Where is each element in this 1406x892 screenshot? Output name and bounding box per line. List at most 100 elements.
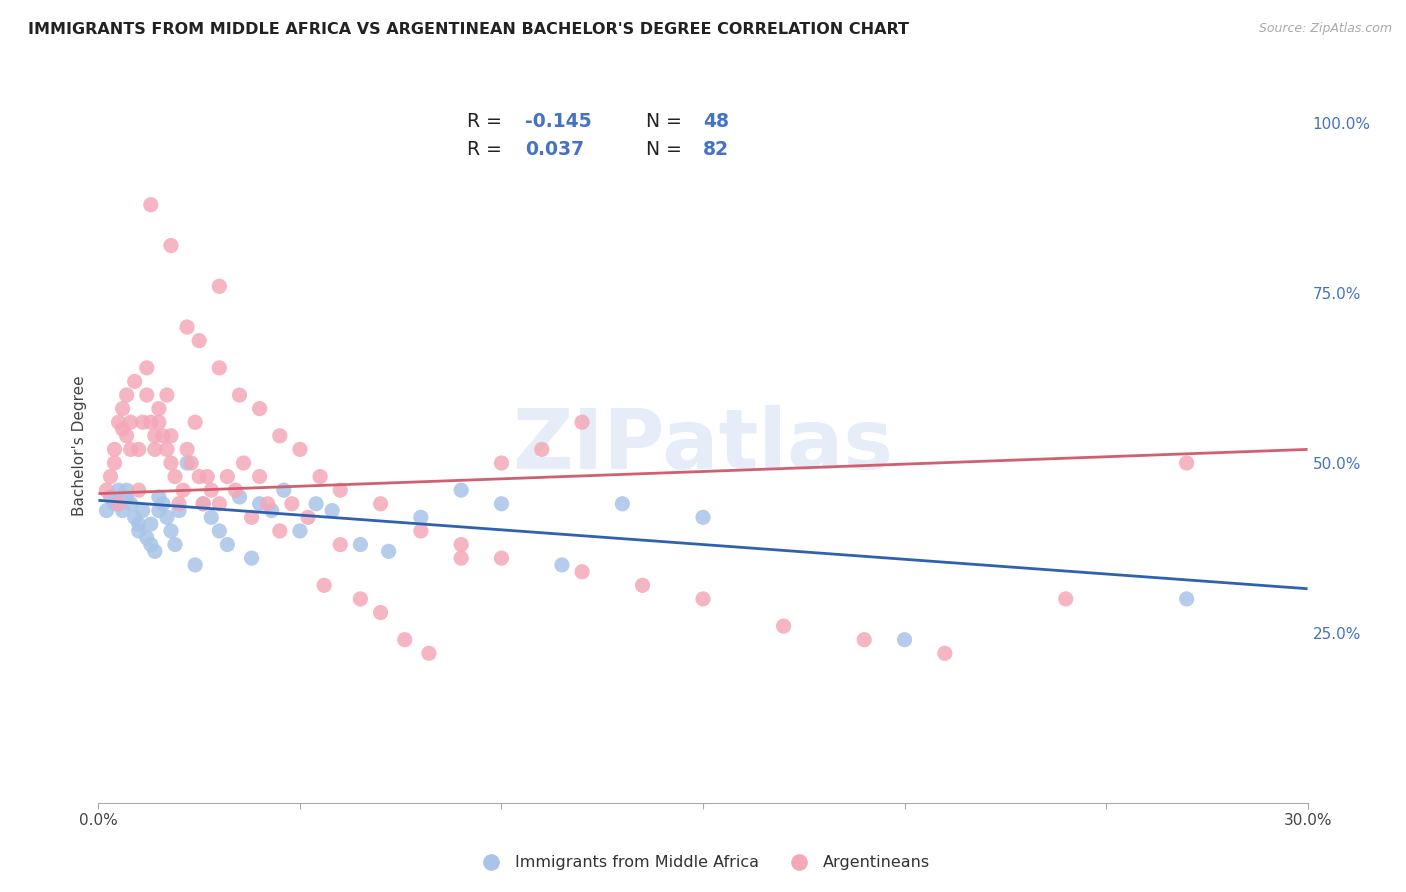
Text: R =: R = [467, 140, 508, 160]
Point [394, 632, 416, 647]
Point [208, 497, 231, 511]
Point [692, 591, 714, 606]
Point [409, 524, 432, 538]
Point [111, 401, 134, 416]
Text: ZIPatlas: ZIPatlas [513, 406, 893, 486]
Point [1175, 591, 1198, 606]
Point [103, 456, 125, 470]
Point [152, 497, 174, 511]
Point [156, 510, 179, 524]
Text: -0.145: -0.145 [526, 112, 592, 131]
Point [103, 497, 125, 511]
Point [1054, 591, 1077, 606]
Point [377, 544, 399, 558]
Point [115, 429, 138, 443]
Point [163, 537, 186, 551]
Point [139, 415, 162, 429]
Text: N =: N = [647, 140, 688, 160]
Point [115, 490, 138, 504]
Point [491, 456, 513, 470]
Point [491, 497, 513, 511]
Point [135, 360, 157, 375]
Point [288, 524, 311, 538]
Point [1175, 456, 1198, 470]
Point [160, 238, 183, 252]
Point [124, 510, 146, 524]
Text: 0.037: 0.037 [526, 140, 585, 160]
Point [148, 490, 170, 504]
Point [143, 442, 166, 457]
Point [314, 578, 336, 592]
Point [120, 442, 142, 457]
Point [612, 497, 634, 511]
Point [103, 442, 125, 457]
Point [167, 497, 190, 511]
Point [176, 320, 198, 334]
Point [571, 415, 593, 429]
Point [180, 456, 202, 470]
Point [167, 503, 190, 517]
Point [160, 524, 183, 538]
Point [200, 483, 222, 498]
Point [349, 591, 371, 606]
Point [853, 632, 876, 647]
Point [120, 497, 142, 511]
Point [208, 360, 231, 375]
Point [107, 415, 129, 429]
Point [772, 619, 794, 633]
Point [156, 388, 179, 402]
Point [128, 524, 150, 538]
Point [200, 510, 222, 524]
Y-axis label: Bachelor's Degree: Bachelor's Degree [72, 376, 87, 516]
Point [329, 537, 352, 551]
Point [107, 483, 129, 498]
Point [139, 198, 162, 212]
Point [100, 490, 122, 504]
Point [128, 517, 150, 532]
Point [934, 646, 956, 660]
Point [193, 497, 215, 511]
Point [115, 483, 138, 498]
Point [143, 429, 166, 443]
Point [305, 497, 328, 511]
Point [193, 497, 215, 511]
Point [148, 503, 170, 517]
Text: R =: R = [467, 112, 508, 131]
Point [107, 497, 129, 511]
Point [148, 401, 170, 416]
Point [128, 483, 150, 498]
Point [96, 503, 118, 517]
Point [208, 279, 231, 293]
Point [631, 578, 654, 592]
Point [96, 483, 118, 498]
Point [115, 388, 138, 402]
Point [163, 469, 186, 483]
Point [100, 469, 122, 483]
Text: N =: N = [647, 112, 688, 131]
Text: 48: 48 [703, 112, 728, 131]
Point [409, 510, 432, 524]
Point [228, 490, 250, 504]
Point [571, 565, 593, 579]
Point [321, 503, 343, 517]
Point [692, 510, 714, 524]
Point [208, 524, 231, 538]
Point [349, 537, 371, 551]
Point [195, 469, 218, 483]
Point [260, 503, 283, 517]
Point [450, 551, 472, 566]
Point [107, 497, 129, 511]
Point [143, 544, 166, 558]
Point [176, 456, 198, 470]
Point [281, 497, 304, 511]
Point [249, 497, 271, 511]
Point [148, 415, 170, 429]
Point [249, 401, 271, 416]
Point [240, 551, 263, 566]
Point [184, 558, 207, 572]
Point [224, 483, 246, 498]
Point [450, 537, 472, 551]
Point [135, 531, 157, 545]
Point [329, 483, 352, 498]
Point [160, 429, 183, 443]
